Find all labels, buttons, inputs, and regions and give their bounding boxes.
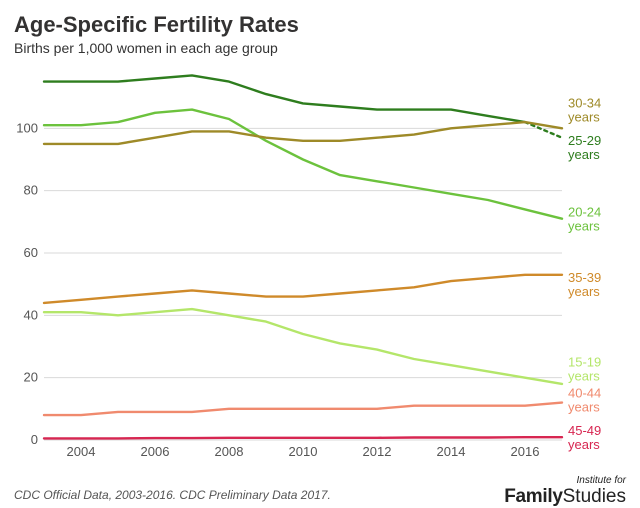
series-label: 25-29 <box>568 133 601 148</box>
series-label: years <box>568 147 600 162</box>
chart-title: Age-Specific Fertility Rates <box>14 12 626 38</box>
series-label: years <box>568 399 600 414</box>
y-tick-label: 100 <box>16 120 38 135</box>
series-label: 45-49 <box>568 423 601 438</box>
series-label: years <box>568 110 600 125</box>
series-line <box>44 275 562 303</box>
series-label: 15-19 <box>568 354 601 369</box>
series-label: 30-34 <box>568 96 601 111</box>
series-label: years <box>568 219 600 234</box>
footer-note: CDC Official Data, 2003-2016. CDC Prelim… <box>14 488 331 502</box>
chart-subtitle: Births per 1,000 women in each age group <box>14 40 626 56</box>
series-label: 20-24 <box>568 205 601 220</box>
series-label: years <box>568 368 600 383</box>
x-tick-label: 2012 <box>363 444 392 459</box>
series-line <box>44 75 525 122</box>
logo-line1: Institute for <box>504 476 626 486</box>
x-tick-label: 2016 <box>511 444 540 459</box>
series-label: years <box>568 284 600 299</box>
series-line <box>44 309 562 384</box>
x-tick-label: 2014 <box>437 444 466 459</box>
chart-area: 0 20 40 60 80 100 2004 2006 2008 2010 2012 2014 2016… <box>14 62 626 462</box>
x-tick-label: 2010 <box>289 444 318 459</box>
series-line <box>44 437 562 438</box>
series-label: years <box>568 437 600 452</box>
series-label: 40-44 <box>568 385 601 400</box>
x-tick-label: 2004 <box>67 444 96 459</box>
series-line <box>44 403 562 416</box>
x-tick-label: 2008 <box>215 444 244 459</box>
line-chart-svg: 0 20 40 60 80 100 2004 2006 2008 2010 2012 2014 2016… <box>14 62 626 462</box>
y-tick-label: 80 <box>24 183 38 198</box>
x-tick-label: 2006 <box>141 444 170 459</box>
logo-family: Family <box>504 486 562 507</box>
series-label: 35-39 <box>568 270 601 285</box>
y-tick-label: 60 <box>24 245 38 260</box>
y-tick-label: 0 <box>31 432 38 447</box>
y-tick-label: 20 <box>24 370 38 385</box>
series-line <box>44 122 562 144</box>
y-tick-label: 40 <box>24 307 38 322</box>
logo-studies: Studies <box>563 486 626 507</box>
source-logo: Institute for FamilyStudies <box>504 476 626 506</box>
